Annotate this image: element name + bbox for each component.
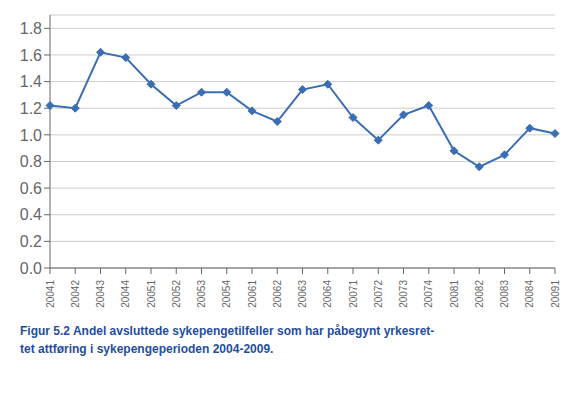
svg-text:1.2: 1.2 (20, 100, 42, 117)
svg-text:20054: 20054 (221, 280, 232, 308)
html-text:Figur 5.2 Andel avsluttede syk: Figur 5.2 Andel avsluttede sykepengetilf… (20, 324, 435, 338)
svg-text:1.4: 1.4 (20, 73, 42, 90)
svg-text:20084: 20084 (524, 280, 535, 308)
svg-text:20081: 20081 (449, 280, 460, 308)
svg-text:0.4: 0.4 (20, 206, 42, 223)
svg-text:20051: 20051 (146, 280, 157, 308)
svg-text:20083: 20083 (499, 280, 510, 308)
svg-text:20074: 20074 (423, 280, 434, 308)
svg-text:0.0: 0.0 (20, 260, 42, 277)
svg-text:20052: 20052 (171, 280, 182, 308)
svg-text:1.0: 1.0 (20, 127, 42, 144)
svg-text:20062: 20062 (272, 280, 283, 308)
svg-text:20073: 20073 (398, 280, 409, 308)
svg-text:0.6: 0.6 (20, 180, 42, 197)
svg-text:20041: 20041 (45, 280, 56, 308)
svg-text:0.2: 0.2 (20, 233, 42, 250)
svg-text:1.6: 1.6 (20, 47, 42, 64)
svg-text:20064: 20064 (322, 280, 333, 308)
svg-text:20072: 20072 (373, 280, 384, 308)
svg-text:20042: 20042 (70, 280, 81, 308)
svg-text:20044: 20044 (120, 280, 131, 308)
svg-text:0.8: 0.8 (20, 153, 42, 170)
svg-text:20061: 20061 (247, 280, 258, 308)
svg-text:20043: 20043 (95, 280, 106, 308)
html-text:tet attføring i sykepengeperio: tet attføring i sykepengeperioden 2004-2… (20, 342, 274, 356)
svg-text:20063: 20063 (297, 280, 308, 308)
svg-text:1.8: 1.8 (20, 20, 42, 37)
svg-text:20071: 20071 (348, 280, 359, 308)
svg-text:20091: 20091 (550, 280, 561, 308)
svg-text:20053: 20053 (196, 280, 207, 308)
svg-text:20082: 20082 (474, 280, 485, 308)
